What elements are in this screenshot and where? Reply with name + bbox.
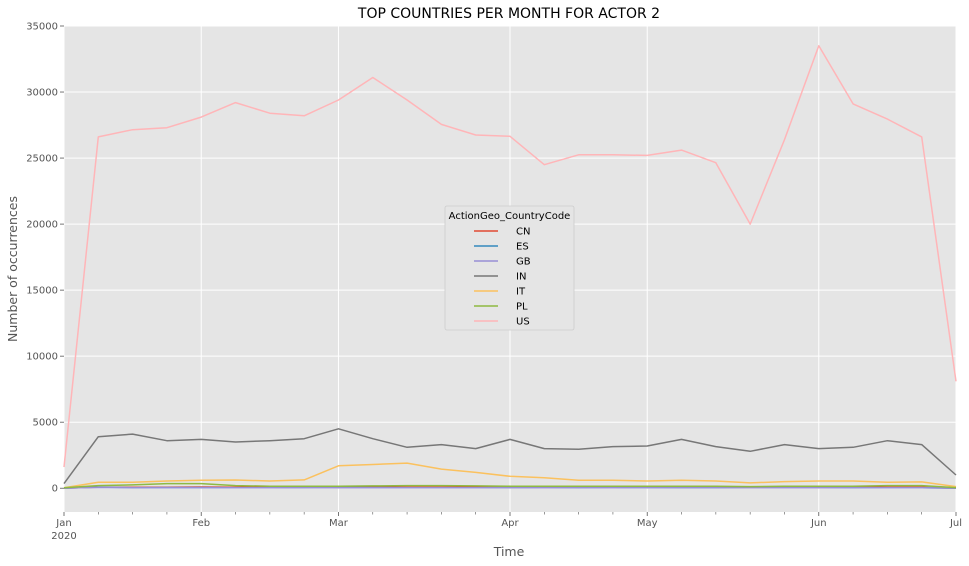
y-axis-title: Number of occurrences — [5, 196, 20, 342]
chart-title: TOP COUNTRIES PER MONTH FOR ACTOR 2 — [357, 6, 660, 22]
legend-label-it: IT — [516, 287, 526, 298]
y-tick-label: 35000 — [26, 22, 58, 33]
x-axis-title: Time — [493, 544, 525, 559]
grid-lines — [63, 25, 957, 512]
x-tick-label: May — [637, 518, 658, 529]
x-tick-label: Feb — [192, 518, 210, 529]
y-tick-label: 30000 — [26, 88, 58, 99]
series-line-in — [63, 428, 957, 485]
x-axis: Jan 2020 Feb Mar Apr May Jun Jul — [51, 512, 962, 542]
legend-box — [444, 205, 575, 331]
legend-label-in: IN — [516, 272, 526, 283]
legend: ActionGeo_CountryCode CN ES GB IN IT PL US — [444, 205, 575, 331]
series-line-pl — [63, 482, 957, 489]
y-tick-label: 5000 — [33, 418, 58, 429]
legend-label-cn: CN — [516, 227, 530, 238]
y-tick-label: 25000 — [26, 154, 58, 165]
y-tick-label: 10000 — [26, 352, 58, 363]
series-line-gb — [63, 486, 957, 489]
series-lines — [63, 45, 957, 489]
legend-label-gb: GB — [516, 257, 531, 268]
x-tick-label: Jan — [55, 518, 71, 529]
x-tick-sublabel: 2020 — [51, 531, 76, 542]
x-tick-label: Apr — [501, 518, 519, 529]
y-tick-label: 0 — [52, 484, 58, 495]
x-tick-label: Jul — [949, 518, 962, 529]
series-line-it — [63, 462, 957, 489]
y-axis: 0 5000 10000 15000 20000 25000 30000 35000 — [26, 22, 64, 495]
legend-title: ActionGeo_CountryCode — [449, 211, 571, 222]
y-tick-label: 15000 — [26, 286, 58, 297]
legend-items: CN ES GB IN IT PL US — [474, 227, 531, 328]
legend-label-es: ES — [516, 242, 529, 253]
x-tick-label: Mar — [329, 518, 349, 529]
y-tick-label: 20000 — [26, 220, 58, 231]
legend-label-us: US — [516, 317, 530, 328]
series-line-us — [63, 45, 957, 468]
x-tick-label: Jun — [810, 518, 827, 529]
legend-label-pl: PL — [516, 302, 528, 313]
